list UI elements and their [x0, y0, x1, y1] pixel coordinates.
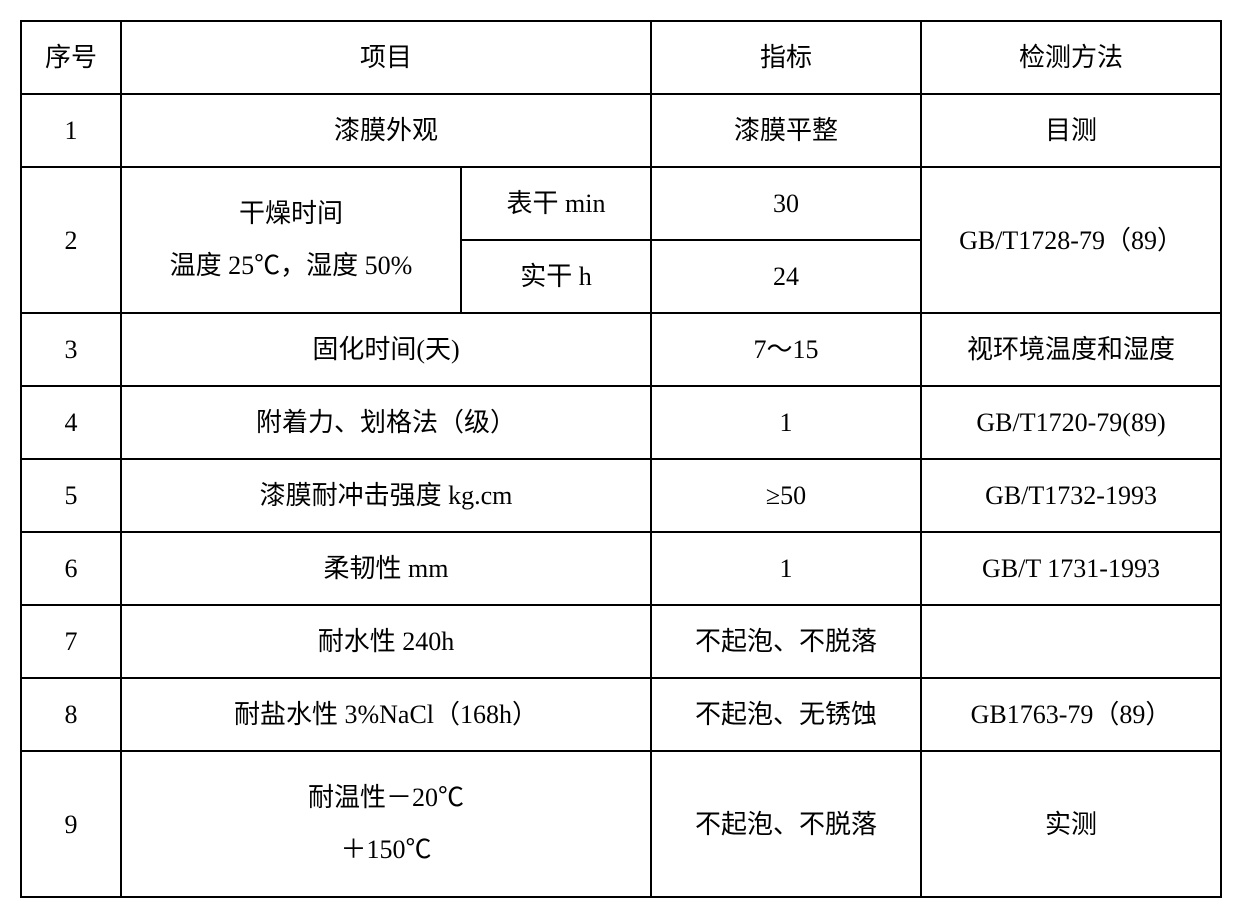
cell-seq: 2	[21, 167, 121, 313]
cell-sub-label: 实干 h	[461, 240, 651, 313]
cell-index: 不起泡、不脱落	[651, 605, 921, 678]
header-item: 项目	[121, 21, 651, 94]
cell-method: GB/T 1731-1993	[921, 532, 1221, 605]
cell-item: 固化时间(天)	[121, 313, 651, 386]
cell-index: 不起泡、无锈蚀	[651, 678, 921, 751]
cell-method: GB/T1732-1993	[921, 459, 1221, 532]
table-row: 5 漆膜耐冲击强度 kg.cm ≥50 GB/T1732-1993	[21, 459, 1221, 532]
cell-method: 视环境温度和湿度	[921, 313, 1221, 386]
table-row: 7 耐水性 240h 不起泡、不脱落	[21, 605, 1221, 678]
cell-method: 实测	[921, 751, 1221, 897]
cell-item: 耐盐水性 3%NaCl（168h）	[121, 678, 651, 751]
header-seq: 序号	[21, 21, 121, 94]
cell-seq: 5	[21, 459, 121, 532]
header-index: 指标	[651, 21, 921, 94]
cell-item: 附着力、划格法（级）	[121, 386, 651, 459]
cell-item: 柔韧性 mm	[121, 532, 651, 605]
cell-index: 不起泡、不脱落	[651, 751, 921, 897]
cell-item: 耐温性－20℃＋150℃	[121, 751, 651, 897]
header-method: 检测方法	[921, 21, 1221, 94]
cell-seq: 8	[21, 678, 121, 751]
table-row: 8 耐盐水性 3%NaCl（168h） 不起泡、无锈蚀 GB1763-79（89…	[21, 678, 1221, 751]
cell-method: 目测	[921, 94, 1221, 167]
cell-method: GB/T1720-79(89)	[921, 386, 1221, 459]
cell-seq: 1	[21, 94, 121, 167]
cell-index: 1	[651, 532, 921, 605]
cell-method: GB/T1728-79（89）	[921, 167, 1221, 313]
cell-index: 1	[651, 386, 921, 459]
header-row: 序号 项目 指标 检测方法	[21, 21, 1221, 94]
cell-item: 耐水性 240h	[121, 605, 651, 678]
table-row: 9 耐温性－20℃＋150℃ 不起泡、不脱落 实测	[21, 751, 1221, 897]
cell-index: 30	[651, 167, 921, 240]
cell-index: 漆膜平整	[651, 94, 921, 167]
cell-seq: 6	[21, 532, 121, 605]
cell-seq: 7	[21, 605, 121, 678]
table-row: 1 漆膜外观 漆膜平整 目测	[21, 94, 1221, 167]
table-row: 3 固化时间(天) 7～15 视环境温度和湿度	[21, 313, 1221, 386]
table-row: 4 附着力、划格法（级） 1 GB/T1720-79(89)	[21, 386, 1221, 459]
table-row: 6 柔韧性 mm 1 GB/T 1731-1993	[21, 532, 1221, 605]
cell-method: GB1763-79（89）	[921, 678, 1221, 751]
cell-method	[921, 605, 1221, 678]
cell-item: 漆膜外观	[121, 94, 651, 167]
cell-index: 24	[651, 240, 921, 313]
cell-item: 漆膜耐冲击强度 kg.cm	[121, 459, 651, 532]
cell-sub-label: 表干 min	[461, 167, 651, 240]
spec-table: 序号 项目 指标 检测方法 1 漆膜外观 漆膜平整 目测 2 干燥时间温度 25…	[20, 20, 1222, 898]
cell-seq: 3	[21, 313, 121, 386]
cell-index: 7～15	[651, 313, 921, 386]
cell-seq: 4	[21, 386, 121, 459]
cell-item-main: 干燥时间温度 25℃，湿度 50%	[121, 167, 461, 313]
cell-index: ≥50	[651, 459, 921, 532]
table-row: 2 干燥时间温度 25℃，湿度 50% 表干 min 30 GB/T1728-7…	[21, 167, 1221, 240]
cell-seq: 9	[21, 751, 121, 897]
